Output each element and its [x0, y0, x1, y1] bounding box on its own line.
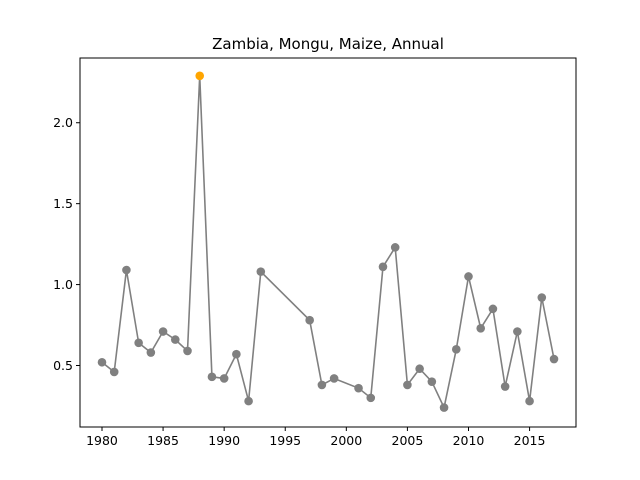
data-point: [109, 367, 119, 377]
data-point: [134, 338, 143, 348]
x-tick-label: 2015: [514, 433, 546, 448]
data-point: [232, 349, 241, 359]
y-tick-label: 0.5: [53, 358, 73, 373]
data-point: [476, 323, 486, 333]
data-point: [158, 327, 168, 336]
data-point: [366, 393, 376, 403]
highlight-point: [195, 71, 205, 81]
data-point: [146, 348, 156, 357]
data-point: [549, 354, 559, 364]
x-tick-label: 1990: [208, 433, 240, 448]
x-tick-label: 1980: [86, 433, 118, 448]
data-point: [378, 262, 388, 272]
y-tick-label: 2.0: [53, 115, 73, 130]
x-tick-label: 2000: [330, 433, 362, 448]
data-point: [317, 380, 327, 390]
data-point: [403, 380, 412, 390]
data-point: [451, 345, 461, 354]
data-point: [439, 403, 449, 412]
data-point: [525, 396, 534, 406]
x-axis: 1980 1985 1990 1995 2000 2005 2010 2015: [86, 427, 545, 448]
chart-title: Zambia, Mongu, Maize, Annual: [212, 35, 444, 53]
data-point: [183, 346, 192, 356]
data-point: [354, 383, 363, 393]
data-point: [513, 327, 522, 336]
data-point: [305, 315, 314, 325]
data-point: [500, 382, 510, 391]
data-point: [329, 374, 339, 383]
data-point: [97, 357, 107, 367]
data-point: [170, 335, 180, 344]
data-point: [427, 377, 437, 386]
plot-frame: [79, 57, 577, 428]
series-layer: [97, 71, 559, 412]
series-line: [101, 75, 555, 411]
data-point: [464, 272, 473, 281]
data-point: [207, 372, 217, 382]
y-tick-label: 1.0: [53, 277, 73, 292]
x-tick-label: 1995: [269, 433, 301, 448]
data-point: [256, 267, 266, 276]
data-point: [537, 293, 547, 302]
x-tick-label: 2010: [453, 433, 485, 448]
data-point: [415, 364, 424, 374]
x-tick-label: 1985: [147, 433, 179, 448]
data-point: [122, 265, 131, 275]
data-point: [244, 396, 253, 406]
data-point: [488, 304, 498, 314]
x-tick-label: 2005: [392, 433, 424, 448]
y-axis: 0.5 1.0 1.5 2.0: [53, 115, 80, 373]
data-point: [219, 374, 229, 383]
y-tick-label: 1.5: [53, 196, 73, 211]
data-point: [390, 243, 400, 252]
